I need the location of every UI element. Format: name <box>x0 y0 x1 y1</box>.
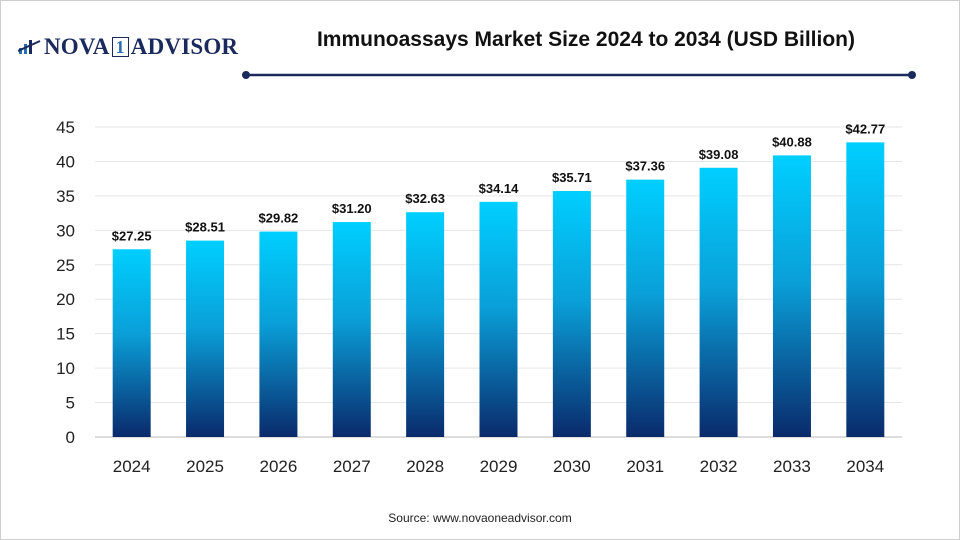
logo: NOVA 1 ADVISOR <box>18 34 238 60</box>
bar <box>259 231 298 437</box>
x-tick-label: 2032 <box>700 457 738 476</box>
underline-dot <box>908 71 916 79</box>
underline-dot <box>242 71 250 79</box>
bar <box>626 179 665 437</box>
x-tick-label: 2034 <box>846 457 884 476</box>
y-tick-label: 20 <box>56 290 75 309</box>
x-tick-label: 2030 <box>553 457 591 476</box>
bar <box>406 212 445 437</box>
y-tick-label: 0 <box>66 428 75 447</box>
y-tick-label: 45 <box>56 118 75 137</box>
bar <box>772 155 811 438</box>
bar <box>332 222 371 437</box>
bar <box>552 190 591 437</box>
bar <box>112 249 151 437</box>
data-label: $28.51 <box>185 220 225 235</box>
y-tick-label: 30 <box>56 221 75 240</box>
bar <box>846 142 885 437</box>
logo-text: ADVISOR <box>130 34 239 59</box>
x-tick-label: 2031 <box>626 457 664 476</box>
data-label: $34.14 <box>479 181 520 196</box>
data-label: $29.82 <box>259 211 299 226</box>
data-label: $31.20 <box>332 201 372 216</box>
data-label: $40.88 <box>772 134 812 149</box>
y-tick-label: 15 <box>56 325 75 344</box>
y-tick-label: 35 <box>56 187 75 206</box>
data-label: $39.08 <box>699 147 739 162</box>
x-tick-label: 2027 <box>333 457 371 476</box>
chart-title: Immunoassays Market Size 2024 to 2034 (U… <box>316 28 856 51</box>
y-tick-label: 5 <box>66 394 75 413</box>
data-label: $37.36 <box>625 159 665 174</box>
data-label: $32.63 <box>405 191 445 206</box>
x-tick-label: 2026 <box>259 457 297 476</box>
x-tick-label: 2029 <box>480 457 518 476</box>
data-label: $35.71 <box>552 170 592 185</box>
logo-text: NOVA <box>44 34 110 59</box>
bar <box>186 240 225 437</box>
data-label: $42.77 <box>845 121 885 136</box>
y-tick-label: 40 <box>56 152 75 171</box>
source-note: Source: www.novaoneadvisor.com <box>388 511 572 525</box>
bar-chart-logo-icon <box>18 40 41 54</box>
y-tick-label: 10 <box>56 359 75 378</box>
bar <box>699 167 738 437</box>
x-tick-label: 2028 <box>406 457 444 476</box>
data-label: $27.25 <box>112 228 152 243</box>
x-tick-label: 2024 <box>113 457 151 476</box>
bar <box>479 201 518 437</box>
x-tick-label: 2025 <box>186 457 224 476</box>
x-tick-label: 2033 <box>773 457 811 476</box>
logo-number: 1 <box>111 37 129 57</box>
y-tick-label: 25 <box>56 256 75 275</box>
